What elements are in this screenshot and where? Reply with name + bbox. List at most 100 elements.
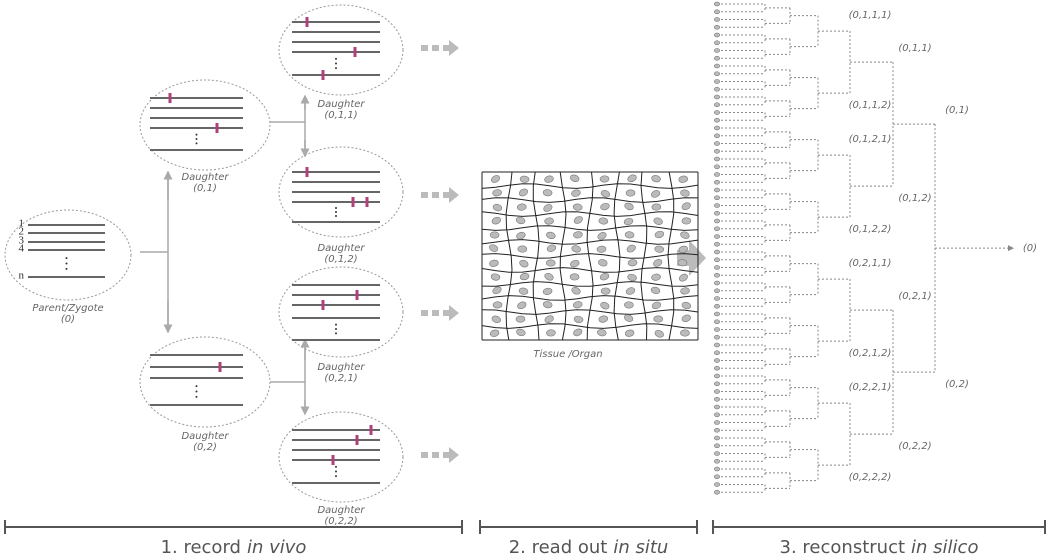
tree-edge	[764, 19, 790, 28]
leaf-cell	[714, 110, 720, 115]
nucleus	[517, 301, 527, 310]
leaf-cell	[714, 79, 720, 84]
tree-edge	[764, 112, 790, 121]
nucleus	[545, 259, 556, 267]
nucleus	[626, 244, 636, 253]
nucleus	[544, 315, 554, 323]
nucleus	[492, 301, 503, 309]
tree-edge	[789, 441, 818, 458]
edit-mark	[305, 17, 309, 27]
leaf-cell	[714, 241, 720, 247]
tissue-line	[481, 197, 699, 203]
tissue-line	[586, 171, 594, 341]
cell-name: Daughter	[181, 431, 229, 442]
leaf-cell	[714, 71, 720, 77]
leaf-cell	[714, 164, 720, 170]
tree-edge	[764, 422, 790, 431]
leaf-cell	[714, 350, 720, 356]
nucleus	[542, 189, 553, 197]
nucleus	[546, 244, 557, 252]
cell-outline	[4, 209, 132, 301]
tree-edge	[789, 162, 818, 179]
tree-edge	[764, 143, 790, 152]
nucleus	[490, 273, 501, 281]
tree-edge	[764, 391, 790, 400]
nucleus	[570, 174, 580, 182]
site-label: 1	[19, 218, 25, 230]
nucleus	[598, 259, 608, 267]
nucleus	[681, 314, 691, 323]
tree-edge	[764, 407, 790, 415]
cell-outline	[139, 336, 271, 428]
nucleus	[651, 175, 661, 183]
edit-mark	[218, 362, 222, 372]
leaf-cell	[714, 48, 720, 53]
tree-edge	[764, 97, 790, 105]
nucleus	[627, 174, 637, 183]
tree-edge	[764, 252, 790, 260]
leaf-cell	[714, 187, 720, 193]
nucleus	[680, 189, 690, 197]
ellipsis-dot	[335, 475, 337, 478]
nucleus	[516, 328, 526, 337]
leaf-cell	[714, 133, 720, 139]
nucleus	[651, 190, 661, 198]
edit-mark	[331, 455, 335, 465]
leaf-cell	[714, 32, 720, 38]
ellipsis-dot	[335, 465, 337, 468]
leaf-cell	[714, 218, 720, 224]
ellipsis-dot	[335, 470, 337, 473]
leaf-cell	[714, 156, 720, 162]
tissue-line	[559, 171, 567, 341]
tree-edge	[789, 224, 818, 241]
nucleus	[678, 175, 688, 183]
leaf-cell	[714, 296, 720, 301]
nucleus	[519, 175, 530, 183]
edit-mark	[305, 167, 309, 177]
stage-label: 3. reconstruct in silico	[780, 537, 979, 557]
ellipsis-dot	[195, 395, 198, 398]
edit-mark	[215, 123, 219, 133]
leaf-cell	[714, 265, 720, 270]
cell-name: Daughter	[317, 362, 365, 373]
leaf-cell	[714, 257, 720, 263]
nucleus	[597, 231, 607, 240]
leaf-cell	[714, 489, 720, 495]
tree-edge	[789, 286, 818, 303]
edit-mark	[369, 425, 373, 435]
nucleus	[651, 301, 662, 310]
leaf-cell	[714, 102, 720, 108]
leaf-cell	[714, 412, 720, 418]
nucleus	[680, 231, 690, 239]
node-label: (0,2,1,2)	[849, 348, 892, 359]
tissue-line	[481, 267, 699, 273]
tree-edge	[817, 77, 850, 109]
nucleus	[625, 287, 636, 295]
edit-mark	[365, 197, 369, 207]
leaf-cell	[714, 280, 720, 286]
stage-step: 2. read out	[509, 537, 608, 557]
cell-name: Parent/Zygote	[32, 303, 103, 314]
tree-edge	[764, 267, 790, 276]
leaf-cell	[714, 17, 720, 22]
node-label: (0,1,2,1)	[849, 134, 892, 145]
ellipsis-dot	[65, 257, 68, 260]
cell-id: (0,2)	[193, 442, 217, 453]
tissue-line	[667, 171, 675, 341]
nucleus	[653, 259, 663, 267]
nucleus	[573, 328, 583, 337]
site-label: 3	[19, 235, 25, 247]
tree-edge	[789, 38, 818, 55]
tree-edge	[817, 325, 850, 357]
leaf-cell	[714, 381, 720, 387]
tree-edge	[849, 403, 893, 466]
nucleus	[544, 272, 554, 281]
tree-edge	[764, 159, 790, 167]
nucleus	[654, 245, 665, 253]
leaf-cell	[714, 195, 720, 201]
leaf-cell	[714, 141, 720, 146]
leaf-cell	[714, 148, 720, 154]
leaf-cell	[714, 1, 720, 7]
dashed-arrow	[421, 40, 459, 56]
